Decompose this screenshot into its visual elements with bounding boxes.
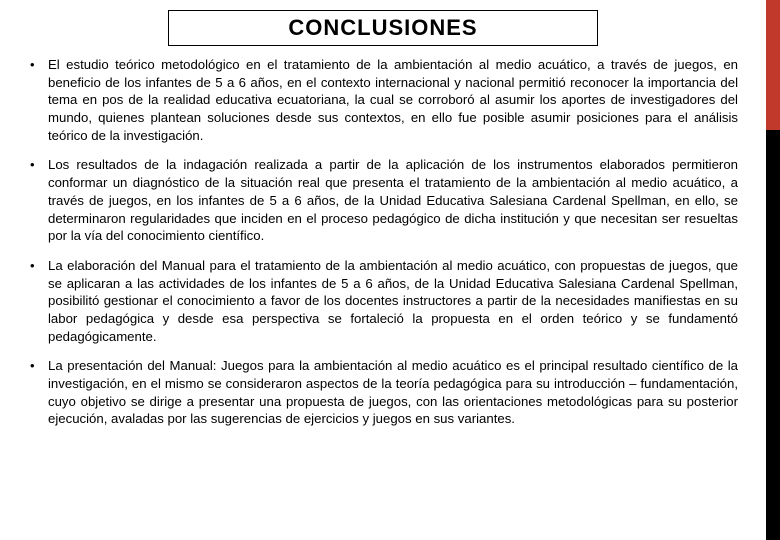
slide-title: CONCLUSIONES — [179, 15, 587, 41]
bullet-text: Los resultados de la indagación realizad… — [48, 156, 738, 244]
list-item: • El estudio teórico metodológico en el … — [28, 56, 738, 144]
bullet-text: La presentación del Manual: Juegos para … — [48, 357, 738, 428]
accent-bottom — [766, 130, 780, 540]
list-item: • La elaboración del Manual para el trat… — [28, 257, 738, 345]
list-item: • La presentación del Manual: Juegos par… — [28, 357, 738, 428]
bullet-text: El estudio teórico metodológico en el tr… — [48, 56, 738, 144]
bullet-marker: • — [28, 56, 48, 74]
accent-bar — [766, 0, 780, 540]
bullet-marker: • — [28, 257, 48, 275]
accent-top — [766, 0, 780, 130]
bullet-text: La elaboración del Manual para el tratam… — [48, 257, 738, 345]
bullet-list: • El estudio teórico metodológico en el … — [28, 56, 738, 428]
title-box: CONCLUSIONES — [168, 10, 598, 46]
bullet-marker: • — [28, 156, 48, 174]
list-item: • Los resultados de la indagación realiz… — [28, 156, 738, 244]
slide-content: CONCLUSIONES • El estudio teórico metodo… — [0, 0, 766, 454]
bullet-marker: • — [28, 357, 48, 375]
